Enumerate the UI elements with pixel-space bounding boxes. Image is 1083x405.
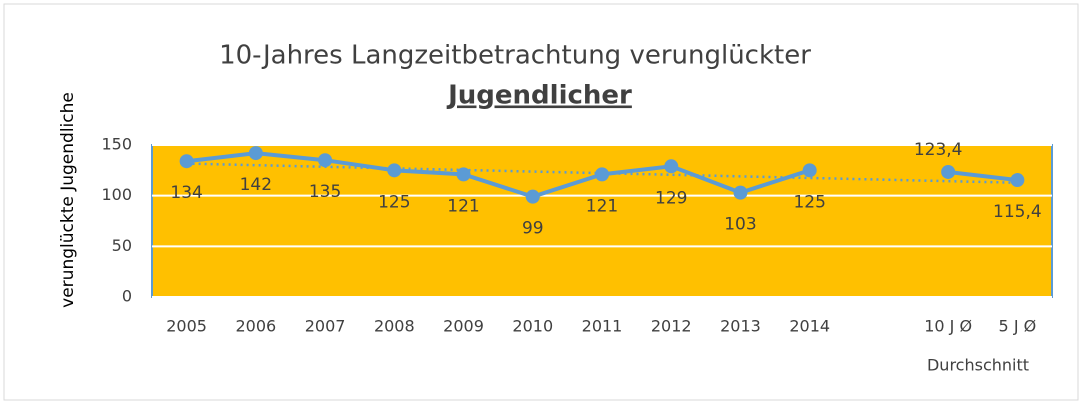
x-tick-label: 2006 [235,317,276,336]
data-point [802,163,817,178]
data-label: 125 [793,192,825,212]
x-tick-label: 2008 [374,317,415,336]
data-point [525,189,540,204]
data-point [179,154,194,169]
data-label: 121 [586,196,618,216]
y-tick-label: 100 [101,185,132,204]
data-label: 125 [378,192,410,212]
data-label: 135 [309,182,341,202]
y-tick-label: 150 [101,135,132,154]
data-label: 129 [655,188,687,208]
x-tick-label: 5 J Ø [999,317,1037,336]
data-point [387,163,402,178]
data-label: 121 [447,196,479,216]
y-tick-label: 0 [122,287,132,306]
data-label: 115,4 [993,202,1042,222]
data-label: 103 [724,215,756,235]
data-point [733,185,748,200]
data-label: 142 [240,175,272,195]
x-tick-label: 2007 [305,317,346,336]
x-tick-label: 2013 [720,317,761,336]
data-point [941,164,956,179]
data-label: 99 [522,219,544,239]
x-tick-label: 2014 [789,317,830,336]
x-tick-label: 2010 [512,317,553,336]
x-group-label: Durchschnitt [927,356,1029,375]
data-label: 123,4 [914,140,963,160]
x-tick-label: 2009 [443,317,484,336]
chart-title-emphasis: Jugendlicher [446,81,632,111]
x-tick-label: 2012 [651,317,692,336]
data-point [318,153,333,168]
data-point [1010,173,1025,188]
data-label: 134 [170,183,202,203]
data-line [947,169,1018,183]
y-tick-label: 50 [112,236,132,255]
data-point [456,167,471,182]
chart-title: 10-Jahres Langzeitbetrachtung verunglück… [219,41,811,71]
data-line [186,151,811,199]
data-point [248,146,263,161]
x-tick-label: 2005 [166,317,207,336]
x-tick-label: 10 J Ø [924,317,972,336]
data-point [595,167,609,182]
data-point [664,159,679,174]
y-axis-label: verunglückte Jugendliche [58,92,78,308]
x-tick-label: 2011 [582,317,623,336]
